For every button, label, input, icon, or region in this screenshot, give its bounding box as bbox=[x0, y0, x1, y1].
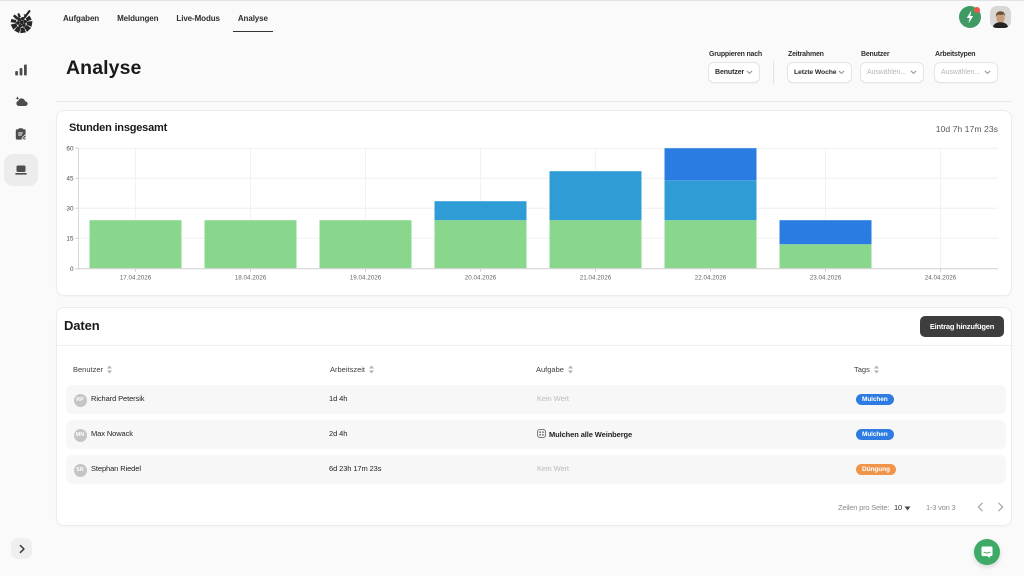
svg-text:20.04.2026: 20.04.2026 bbox=[465, 275, 497, 282]
svg-text:23.04.2026: 23.04.2026 bbox=[810, 275, 842, 282]
svg-text:24.04.2026: 24.04.2026 bbox=[925, 275, 957, 282]
svg-text:21.04.2026: 21.04.2026 bbox=[580, 275, 612, 282]
svg-text:17.04.2026: 17.04.2026 bbox=[120, 275, 152, 282]
svg-text:30: 30 bbox=[66, 205, 74, 212]
svg-text:60: 60 bbox=[66, 145, 74, 152]
svg-text:45: 45 bbox=[66, 175, 74, 182]
svg-text:15: 15 bbox=[66, 235, 74, 242]
svg-text:22.04.2026: 22.04.2026 bbox=[695, 275, 727, 282]
svg-text:0: 0 bbox=[70, 266, 74, 273]
svg-text:18.04.2026: 18.04.2026 bbox=[235, 275, 267, 282]
svg-text:19.04.2026: 19.04.2026 bbox=[350, 275, 382, 282]
